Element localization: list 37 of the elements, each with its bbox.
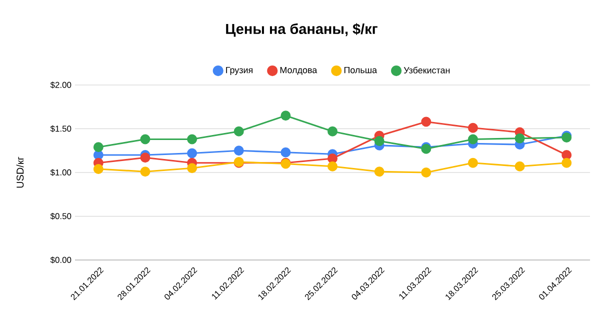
point xyxy=(93,164,104,174)
point xyxy=(374,166,384,177)
point xyxy=(328,161,338,172)
point xyxy=(187,148,198,158)
point xyxy=(421,168,432,178)
point xyxy=(187,163,198,174)
y-axis-title: USD/кг xyxy=(16,156,24,188)
point xyxy=(280,147,291,158)
point xyxy=(328,153,338,164)
point xyxy=(187,134,198,144)
point xyxy=(468,134,478,144)
point xyxy=(514,133,525,144)
legend-label: Молдова xyxy=(280,66,318,75)
legend-label: Грузия xyxy=(226,66,252,75)
point xyxy=(280,110,291,121)
point xyxy=(514,161,525,172)
y-tick-label: $1.00 xyxy=(50,169,72,176)
y-tick-label: $0.50 xyxy=(50,212,72,220)
y-tick-label: $1.50 xyxy=(50,125,72,132)
point xyxy=(328,126,338,136)
legend-label: Польша xyxy=(344,66,378,74)
point xyxy=(234,146,244,156)
point xyxy=(468,122,478,133)
point xyxy=(468,158,478,168)
legend-label: Узбекистан xyxy=(404,66,450,74)
point xyxy=(562,150,572,160)
point xyxy=(374,136,384,146)
chart-title: Цены на бананы, $/кг xyxy=(226,23,378,37)
y-tick-label: $0.00 xyxy=(50,256,72,264)
point xyxy=(140,152,150,163)
point xyxy=(421,116,432,127)
point xyxy=(562,158,572,168)
y-tick-label: $2.00 xyxy=(50,82,72,88)
point xyxy=(140,166,150,177)
point xyxy=(93,142,104,152)
point xyxy=(234,126,244,136)
point xyxy=(140,134,150,144)
